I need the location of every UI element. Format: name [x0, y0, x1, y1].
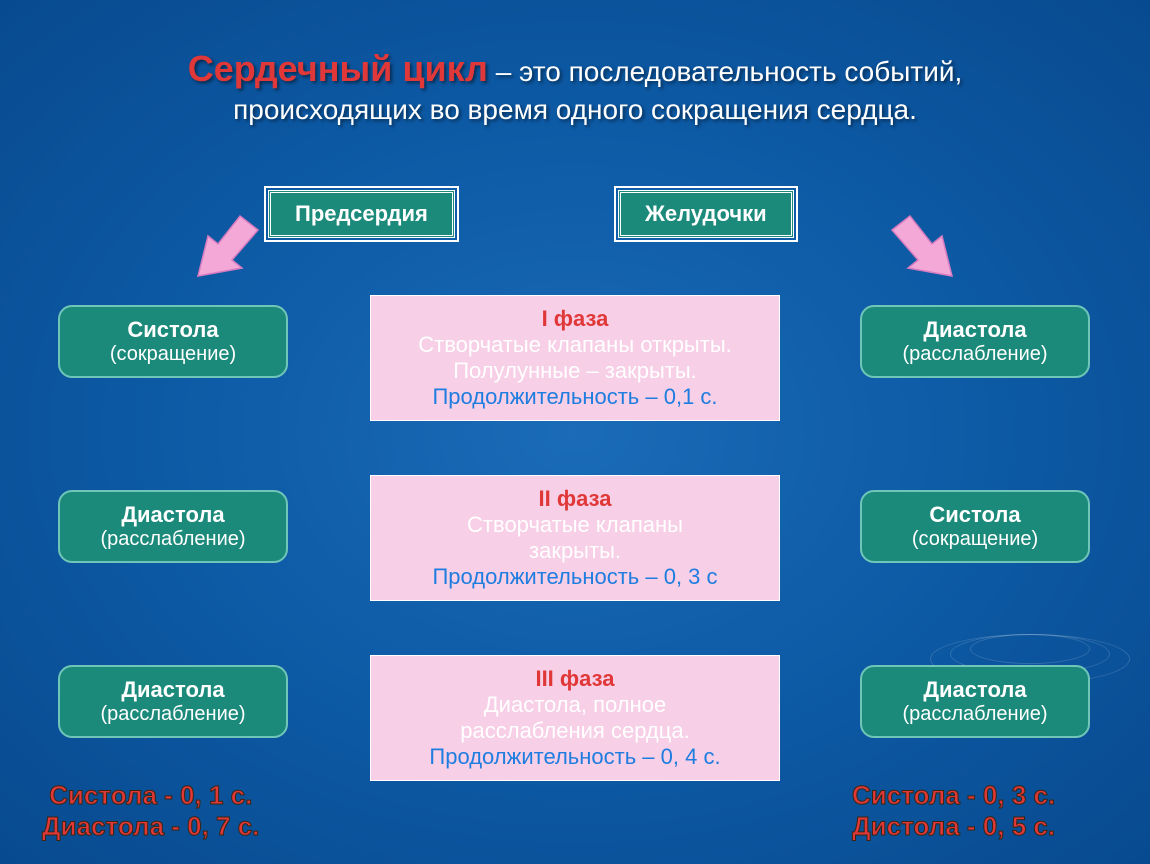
- right-box-3: Диастола (расслабление): [860, 665, 1090, 738]
- right-box-1-title: Диастола: [870, 317, 1080, 343]
- left-box-2: Диастола (расслабление): [58, 490, 288, 563]
- header-atria-label: Предсердия: [295, 201, 428, 226]
- right-box-3-title: Диастола: [870, 677, 1080, 703]
- left-box-3-title: Диастола: [68, 677, 278, 703]
- summary-right-l1: Систола - 0, 3 с.: [852, 780, 1055, 811]
- phase-1-line2: Полулунные – закрыты.: [383, 358, 767, 384]
- left-box-1: Систола (сокращение): [58, 305, 288, 378]
- summary-right: Систола - 0, 3 с. Дистола - 0, 5 с.: [852, 780, 1055, 842]
- header-atria: Предсердия: [268, 190, 455, 238]
- phase-3-label: III фаза: [383, 666, 767, 692]
- title-rest: – это последовательность событий,: [488, 56, 962, 87]
- phase-2-box: II фаза Створчатые клапаны закрыты. Прод…: [370, 475, 780, 601]
- phase-1-box: I фаза Створчатые клапаны открыты. Полул…: [370, 295, 780, 421]
- phase-3-box: III фаза Диастола, полное расслабления с…: [370, 655, 780, 781]
- summary-left-l2: Диастола - 0, 7 с.: [42, 811, 259, 842]
- left-box-2-sub: (расслабление): [68, 528, 278, 551]
- header-ventricles: Желудочки: [618, 190, 794, 238]
- left-box-2-title: Диастола: [68, 502, 278, 528]
- phase-1-line1: Створчатые клапаны открыты.: [383, 332, 767, 358]
- left-box-1-sub: (сокращение): [68, 343, 278, 366]
- header-ventricles-label: Желудочки: [645, 201, 767, 226]
- slide-title: Сердечный цикл – это последовательность …: [0, 0, 1150, 126]
- summary-left-l1: Систола - 0, 1 с.: [42, 780, 259, 811]
- phase-3-line1: Диастола, полное: [383, 692, 767, 718]
- arrow-right-icon: [880, 208, 970, 288]
- summary-right-l2: Дистола - 0, 5 с.: [852, 811, 1055, 842]
- right-box-2-title: Систола: [870, 502, 1080, 528]
- title-line2: происходящих во время одного сокращения …: [60, 94, 1090, 126]
- phase-2-duration: Продолжительность – 0, 3 с: [383, 564, 767, 590]
- phase-2-line2: закрыты.: [383, 538, 767, 564]
- phase-3-line2: расслабления сердца.: [383, 718, 767, 744]
- right-box-1: Диастола (расслабление): [860, 305, 1090, 378]
- summary-left: Систола - 0, 1 с. Диастола - 0, 7 с.: [42, 780, 259, 842]
- phase-2-line1: Створчатые клапаны: [383, 512, 767, 538]
- left-box-3: Диастола (расслабление): [58, 665, 288, 738]
- right-box-3-sub: (расслабление): [870, 703, 1080, 726]
- phase-3-duration: Продолжительность – 0, 4 с.: [383, 744, 767, 770]
- phase-2-label: II фаза: [383, 486, 767, 512]
- left-box-1-title: Систола: [68, 317, 278, 343]
- arrow-left-icon: [180, 208, 270, 288]
- phase-1-label: I фаза: [383, 306, 767, 332]
- title-main: Сердечный цикл: [188, 48, 488, 89]
- left-box-3-sub: (расслабление): [68, 703, 278, 726]
- right-box-1-sub: (расслабление): [870, 343, 1080, 366]
- phase-1-duration: Продолжительность – 0,1 с.: [383, 384, 767, 410]
- right-box-2: Систола (сокращение): [860, 490, 1090, 563]
- right-box-2-sub: (сокращение): [870, 528, 1080, 551]
